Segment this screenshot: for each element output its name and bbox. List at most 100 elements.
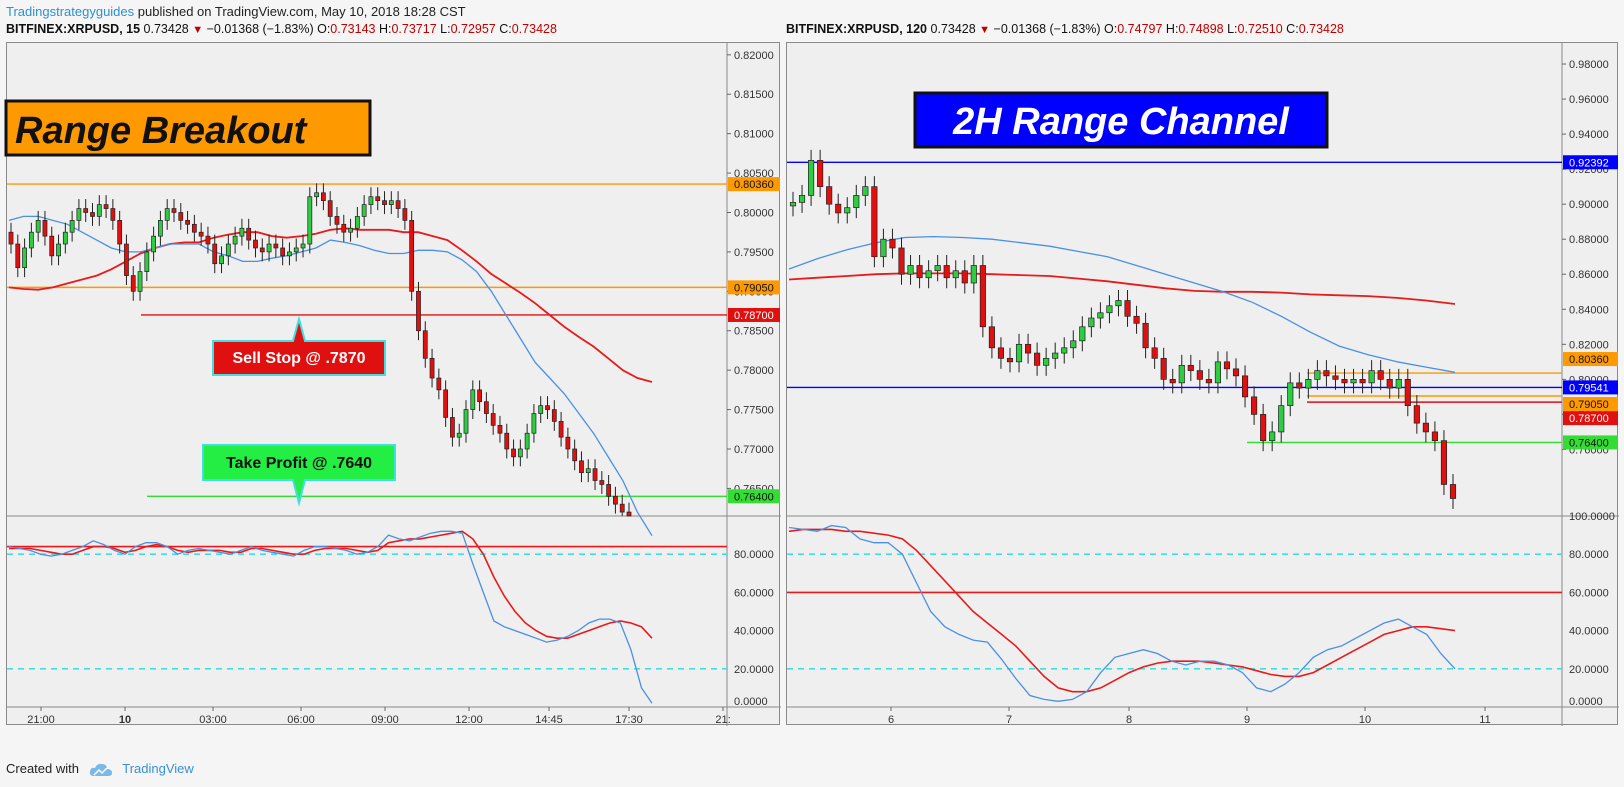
right-high: 0.74898 [1178, 22, 1224, 36]
candle-body [273, 243, 279, 249]
fast-moving-average [788, 235, 1456, 373]
price-tick-label: 0.96000 [1569, 94, 1609, 106]
oscillator-tick-label: 40.0000 [1569, 626, 1609, 638]
left-symbol-bar: BITFINEX:XRPUSD, 15 0.73428 ▼ −0.01368 (… [6, 22, 557, 36]
candle-body [144, 251, 150, 272]
candle-body [388, 200, 394, 205]
price-tick-label: 0.79500 [734, 247, 774, 259]
candle-body [1223, 361, 1231, 370]
candle-body [961, 270, 968, 284]
time-tick-label: 10 [119, 714, 131, 726]
candle-body [110, 208, 116, 221]
left-open: 0.73143 [330, 22, 376, 36]
candle-body [1386, 379, 1393, 389]
oscillator-signal-line [9, 530, 653, 639]
down-triangle-icon: ▼ [192, 24, 204, 36]
time-tick-label: 17:30 [615, 714, 643, 726]
candle-body [171, 208, 177, 213]
slow-moving-average [788, 272, 1456, 305]
candle-body [178, 212, 184, 221]
candle-body [1287, 382, 1294, 406]
candle-body [592, 468, 598, 481]
price-tick-label: 0.82000 [734, 50, 774, 62]
candle-body [375, 196, 381, 202]
candle-body [1133, 315, 1140, 324]
candle-body [1440, 440, 1448, 485]
candle-body [361, 204, 367, 217]
candle-body [871, 186, 878, 258]
oscillator-tick-label: 100.0000 [1569, 511, 1615, 523]
candle-body [844, 207, 851, 214]
candle-body [613, 495, 618, 505]
candle-body [130, 275, 136, 292]
take-profit-label: Take Profit @ .7640 [226, 455, 372, 472]
price-tick-label: 0.80500 [734, 168, 774, 180]
tradingview-link[interactable]: TradingView [122, 761, 194, 776]
candle-body [1196, 370, 1203, 380]
candle-body [314, 192, 319, 198]
right-symbol-bar: BITFINEX:XRPUSD, 120 0.73428 ▼ −0.01368 … [786, 22, 1344, 36]
candle-body [538, 405, 544, 414]
chart-title: Range Breakout [15, 110, 308, 152]
take-profit-callout [202, 444, 396, 507]
candle-body [191, 223, 197, 233]
candle-body [35, 220, 41, 233]
time-tick-label: 09:00 [371, 714, 399, 726]
candle-body [15, 243, 21, 269]
title-box [913, 91, 1329, 149]
price-level-label: 0.80360 [734, 179, 774, 191]
candle-body [619, 503, 625, 513]
candle-body [1160, 357, 1167, 380]
candle-body [463, 409, 469, 434]
candle-body [1413, 405, 1420, 424]
candle-body [1377, 370, 1384, 380]
candle-body [1214, 361, 1221, 384]
candle-body [287, 251, 292, 257]
candle-body [1368, 370, 1375, 384]
candle-body [889, 238, 896, 249]
left-low: 0.72957 [450, 22, 496, 36]
sell-stop-callout [212, 315, 386, 376]
candle-body [212, 243, 218, 265]
candle-body [341, 223, 347, 233]
candle-body [416, 290, 421, 332]
publisher-name[interactable]: Tradingstrategyguides [6, 4, 135, 19]
candle-body [1088, 317, 1095, 328]
price-level-tag [1563, 411, 1618, 426]
chart-title: 2H Range Channel [952, 101, 1290, 143]
candle-body [504, 432, 510, 450]
candle-body [103, 204, 109, 209]
right-chart-panel[interactable]: 0.98000 0.96000 0.94000 0.92000 0.90000 0.880… [786, 42, 1619, 726]
candle-body [1142, 322, 1149, 349]
candle-body [348, 227, 353, 233]
candle-body [1169, 379, 1176, 384]
price-level-label: 0.78700 [734, 310, 774, 322]
price-tick-label: 0.98000 [1569, 59, 1609, 71]
candle-body [1323, 370, 1330, 377]
right-open: 0.74797 [1117, 22, 1163, 36]
right-symbol: BITFINEX:XRPUSD, 120 [786, 22, 928, 36]
price-level-label: 0.92392 [1569, 157, 1609, 169]
candle-body [545, 405, 550, 410]
candle-body [817, 160, 824, 188]
created-with: Created with [6, 761, 79, 776]
price-tick-label: 0.84000 [1569, 304, 1609, 316]
oscillator-tick-label: 20.0000 [734, 664, 774, 676]
left-chart-panel[interactable]: 0.82000 0.81500 0.81000 0.80500 0.80000 0.795… [4, 42, 781, 726]
right-chart[interactable]: 0.980000.960000.940000.920000.900000.880… [787, 43, 1619, 726]
candle-body [943, 265, 950, 279]
price-tick-label: 0.86000 [1569, 269, 1609, 281]
left-chart[interactable]: 0.82000 0.81500 0.81000 0.80500 0.80000 0.795… [4, 43, 781, 726]
candle-body [925, 270, 932, 279]
candle-body [862, 186, 869, 196]
time-tick-label: 21:00 [27, 714, 55, 726]
candle-body [117, 220, 123, 245]
price-level-tag [1563, 352, 1618, 367]
candle-body [219, 255, 224, 265]
left-high: 0.73717 [391, 22, 437, 36]
time-tick-label: 9 [1244, 714, 1250, 726]
candle-body [1359, 379, 1366, 384]
price-level-label: 0.78700 [1569, 413, 1609, 425]
oscillator-tick-label: 20.0000 [1569, 664, 1609, 676]
candle-body [988, 326, 995, 349]
